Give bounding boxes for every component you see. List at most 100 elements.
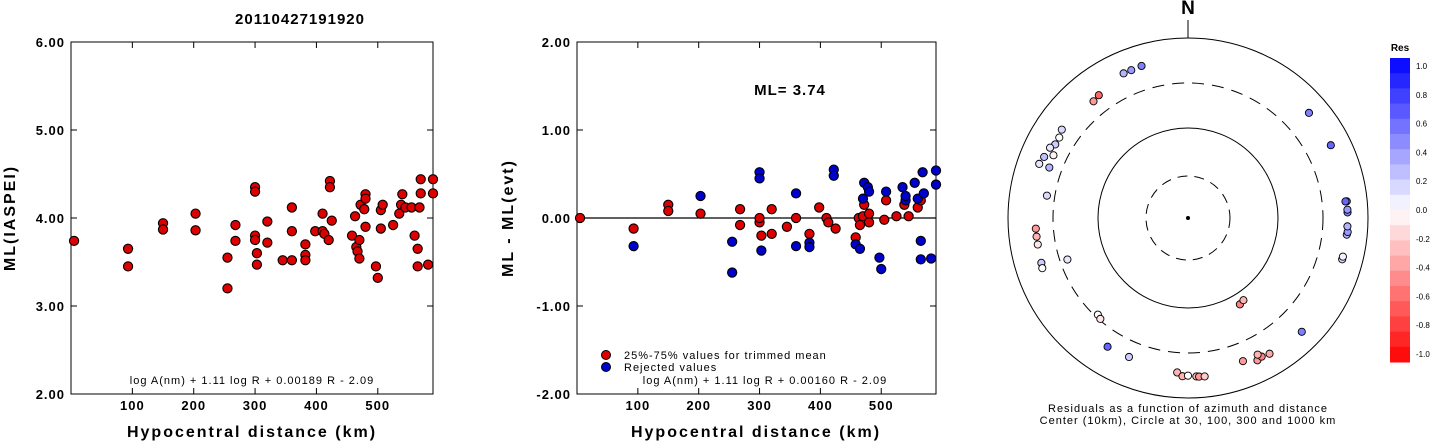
colorbar-swatch	[1390, 103, 1410, 120]
left-xlabel: Hypocentral distance (km)	[127, 424, 377, 441]
middle-point-blue	[918, 188, 929, 199]
station-residual-point	[1045, 143, 1055, 152]
station-residual-point	[1338, 252, 1347, 261]
station-residual-point	[1063, 255, 1072, 264]
colorbar-swatch	[1390, 255, 1410, 272]
middle-point-blue	[727, 236, 738, 247]
station-residual-point	[1343, 222, 1352, 231]
left-ytick-label: 5.00	[36, 123, 65, 138]
middle-xtick-label: 500	[869, 398, 894, 413]
outer-circle-1000km	[1007, 37, 1369, 399]
colorbar-swatch	[1390, 88, 1410, 105]
left-point-red	[412, 261, 423, 272]
middle-point-red	[823, 217, 834, 228]
left-point-red	[262, 216, 273, 227]
colorbar-swatch	[1390, 225, 1410, 241]
colorbar-swatch	[1390, 194, 1410, 211]
colorbar-swatch	[1390, 316, 1410, 333]
colorbar-tick-label: -0.6	[1416, 292, 1430, 301]
colorbar-swatch	[1390, 301, 1410, 317]
middle-point-red	[754, 212, 765, 224]
middle-point-red	[663, 205, 674, 217]
station-residual-point	[1297, 327, 1306, 336]
ml-annotation: ML= 3.74	[754, 82, 826, 99]
colorbar-tick-label: -0.2	[1416, 235, 1430, 244]
station-residual-point	[1031, 224, 1040, 233]
left-points	[68, 174, 439, 294]
left-point-red	[262, 237, 273, 248]
left-point-red	[222, 283, 233, 294]
left-point-red	[346, 230, 358, 241]
station-residual-point	[1055, 133, 1064, 142]
left-point-red	[387, 219, 399, 231]
middle-ylabel: ML - ML(evt)	[500, 159, 517, 277]
left-point-red	[427, 174, 439, 185]
station-residual-point	[1200, 372, 1209, 381]
left-point-red	[323, 234, 334, 246]
middle-point-red	[734, 219, 746, 231]
left-ytick-label: 6.00	[36, 35, 65, 50]
polar-caption-line1: Residuals as a function of azimuth and d…	[1048, 403, 1328, 415]
middle-point-blue	[909, 177, 920, 188]
middle-point-red	[891, 211, 902, 222]
middle-point-red	[781, 221, 793, 232]
left-point-red	[354, 234, 365, 246]
middle-point-blue	[900, 190, 911, 202]
middle-xtick-label: 300	[747, 398, 772, 413]
left-point-red	[251, 248, 263, 259]
left-xtick-label: 400	[304, 398, 329, 413]
left-point-red	[324, 182, 336, 193]
left-point-red	[286, 255, 298, 266]
middle-xtick-label: 400	[808, 398, 833, 413]
left-formula: log A(nm) + 1.11 log R + 0.00189 R - 2.0…	[130, 375, 374, 387]
left-point-red	[415, 174, 426, 185]
middle-point-blue	[727, 267, 738, 278]
station-residual-point	[1239, 296, 1248, 305]
polar-points	[1031, 61, 1352, 381]
middle-point-blue	[695, 190, 706, 202]
colorbar-swatch	[1390, 73, 1410, 89]
station-residual-point	[1089, 97, 1098, 106]
colorbar-tick-label: -0.4	[1416, 264, 1430, 273]
colorbar-swatch	[1390, 134, 1410, 150]
middle-point-blue	[790, 188, 802, 199]
station-residual-point	[1103, 342, 1112, 351]
middle-formula: log A(nm) + 1.11 log R + 0.00160 R - 2.0…	[643, 375, 887, 387]
station-residual-point	[1304, 108, 1314, 117]
colorbar: Res 1.0 0.8 0.6 0.4 0.2 0.0 -0.2 -0.4 -0.6 -0.8 -1…	[1390, 43, 1430, 363]
left-ytick-label: 2.00	[36, 387, 65, 402]
left-point-red	[409, 230, 420, 241]
station-residual-point	[1038, 264, 1047, 273]
left-point-red	[122, 261, 134, 272]
station-residual-point	[1124, 352, 1134, 362]
left-ylabel: ML(IASPEI)	[2, 165, 19, 271]
station-residual-point	[1343, 205, 1352, 214]
middle-xtick-label: 200	[686, 398, 711, 413]
middle-point-red	[854, 219, 866, 231]
station-residual-point	[1032, 232, 1041, 241]
middle-point-blue	[876, 263, 887, 275]
left-point-red	[300, 239, 311, 250]
colorbar-swatch	[1390, 179, 1410, 196]
left-point-red	[397, 189, 408, 200]
panel-azimuth-polar: N Residuals as a function of azimuth and…	[1007, 0, 1369, 427]
middle-point-red	[766, 228, 777, 239]
left-xtick-label: 500	[365, 398, 390, 413]
left-point-red	[427, 188, 439, 199]
middle-point-red	[790, 212, 802, 224]
colorbar-swatches: 1.0 0.8 0.6 0.4 0.2 0.0 -0.2 -0.4 -0.6 -0.8 -1.0	[1390, 58, 1430, 363]
middle-point-red	[574, 212, 586, 224]
station-residual-point	[1096, 314, 1105, 323]
middle-points	[574, 164, 942, 278]
epicenter-dot	[1186, 216, 1190, 220]
station-residual-point	[1049, 151, 1058, 160]
panel-ml-iaspei: 100 200 300 400 500 2.00 3.00 4.00 5.00 6.00 log …	[2, 35, 439, 441]
colorbar-swatch	[1390, 240, 1410, 257]
ring-100km	[1097, 127, 1279, 309]
plot-frame-left	[70, 41, 434, 395]
left-point-red	[277, 255, 288, 266]
middle-point-red	[804, 228, 815, 239]
station-residual-point	[1265, 349, 1274, 358]
left-point-red	[286, 226, 298, 237]
